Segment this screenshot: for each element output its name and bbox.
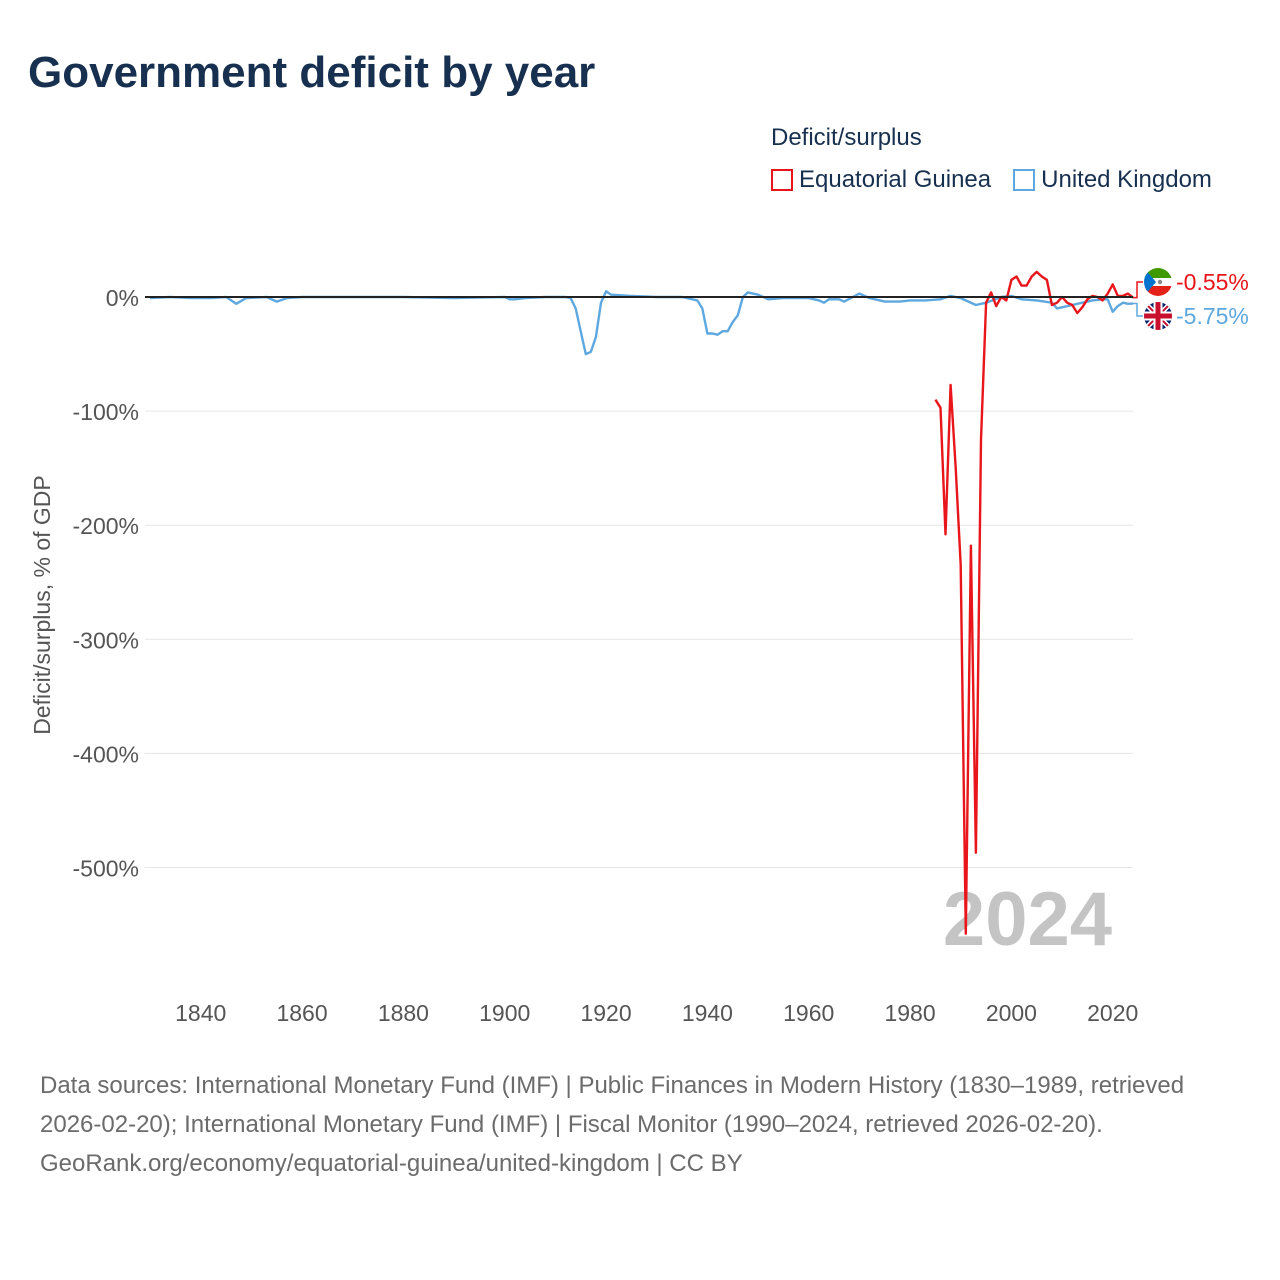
series-line-equatorial-guinea[interactable] [934, 270, 1134, 935]
y-axis-ticks: 0% -100% -200% -300% -400% -500% [73, 285, 139, 882]
legend-label-united-kingdom: United Kingdom [1041, 166, 1212, 193]
y-tick-label: 0% [106, 285, 139, 311]
end-value-label-equatorial-guinea: -0.55% [1176, 269, 1249, 295]
y-axis-label: Deficit/surplus, % of GDP [29, 475, 55, 734]
data-series [150, 270, 1134, 935]
y-tick-label: -300% [73, 627, 139, 653]
chart-title: Government deficit by year [28, 48, 596, 97]
uk-flag-icon [1144, 302, 1172, 330]
line-chart: 0% -100% -200% -300% -400% -500% 1840 1860 1880… [29, 268, 1249, 1026]
x-tick-label: 1860 [276, 1000, 327, 1026]
series-end-labels: -5.75% -0.55% [1133, 268, 1249, 330]
x-tick-label: 1920 [580, 1000, 631, 1026]
x-tick-label: 1960 [783, 1000, 834, 1026]
end-label-connector [1133, 281, 1143, 299]
legend: Equatorial Guinea United Kingdom [771, 166, 1212, 194]
x-tick-label: 1840 [175, 1000, 226, 1026]
y-tick-label: -500% [73, 856, 139, 882]
x-tick-label: 1940 [682, 1000, 733, 1026]
legend-item-equatorial-guinea[interactable]: Equatorial Guinea [771, 166, 991, 194]
x-tick-label: 2000 [986, 1000, 1037, 1026]
x-tick-label: 1980 [884, 1000, 935, 1026]
gridlines [145, 296, 1133, 868]
year-watermark: 2024 [943, 877, 1112, 962]
y-tick-label: -400% [73, 741, 139, 767]
x-tick-label: 2020 [1087, 1000, 1138, 1026]
data-sources-note: Data sources: International Monetary Fun… [40, 1072, 1185, 1138]
x-axis-ticks: 1840 1860 1880 1900 1920 1940 1960 1980 2000 2020 [175, 1000, 1138, 1026]
x-tick-label: 1880 [378, 1000, 429, 1026]
legend-item-united-kingdom[interactable]: United Kingdom [1013, 166, 1212, 194]
end-label-connector [1133, 302, 1143, 317]
equatorial-guinea-flag-icon [1144, 268, 1172, 296]
legend-swatch-united-kingdom [1013, 169, 1036, 191]
x-tick-label: 1900 [479, 1000, 530, 1026]
legend-swatch-equatorial-guinea [771, 169, 793, 191]
footer: Data sources: International Monetary Fun… [40, 1066, 1240, 1183]
y-tick-label: -200% [73, 513, 139, 539]
legend-label-equatorial-guinea: Equatorial Guinea [799, 166, 992, 193]
y-tick-label: -100% [73, 399, 139, 425]
end-value-label-united-kingdom: -5.75% [1176, 303, 1249, 329]
credit-link[interactable]: GeoRank.org/economy/equatorial-guinea/un… [40, 1150, 743, 1177]
legend-title: Deficit/surplus [771, 124, 922, 151]
